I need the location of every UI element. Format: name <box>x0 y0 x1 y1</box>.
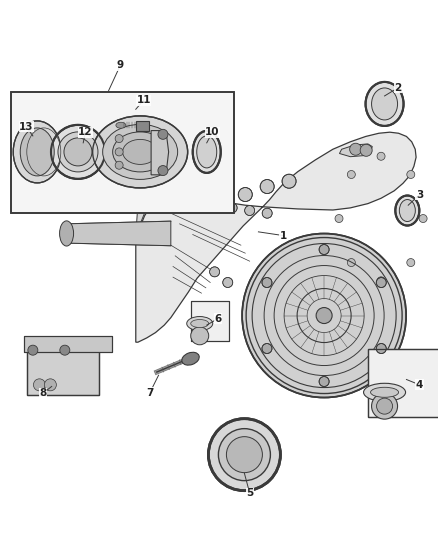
Circle shape <box>407 171 415 179</box>
Circle shape <box>28 345 38 355</box>
Circle shape <box>371 393 398 419</box>
Circle shape <box>316 308 332 324</box>
Ellipse shape <box>102 124 178 180</box>
Circle shape <box>158 166 168 175</box>
Text: 2: 2 <box>394 83 401 93</box>
Circle shape <box>115 161 123 169</box>
Text: 13: 13 <box>19 122 34 132</box>
Circle shape <box>44 379 57 391</box>
Circle shape <box>419 214 427 223</box>
Circle shape <box>64 138 92 166</box>
Circle shape <box>377 152 385 160</box>
Text: 11: 11 <box>136 95 151 105</box>
Bar <box>24 336 112 352</box>
Ellipse shape <box>13 121 61 183</box>
Circle shape <box>407 259 415 266</box>
Circle shape <box>226 437 262 473</box>
Circle shape <box>377 277 385 285</box>
Circle shape <box>242 233 406 398</box>
Circle shape <box>238 188 252 201</box>
Ellipse shape <box>187 317 213 330</box>
Circle shape <box>191 327 209 345</box>
Ellipse shape <box>20 128 54 176</box>
Text: 1: 1 <box>280 231 287 240</box>
Bar <box>191 301 229 341</box>
Ellipse shape <box>113 132 168 172</box>
Ellipse shape <box>366 82 403 126</box>
Polygon shape <box>66 221 171 246</box>
Circle shape <box>210 267 219 277</box>
Bar <box>27 350 99 395</box>
Circle shape <box>377 398 392 414</box>
Circle shape <box>60 345 70 355</box>
Bar <box>11 92 234 213</box>
Ellipse shape <box>371 88 398 120</box>
Circle shape <box>227 203 237 213</box>
Ellipse shape <box>396 196 419 225</box>
Text: 5: 5 <box>246 488 253 498</box>
Circle shape <box>115 134 123 143</box>
Text: 12: 12 <box>78 127 93 137</box>
Ellipse shape <box>182 352 199 365</box>
Bar <box>27 350 99 395</box>
Ellipse shape <box>191 319 209 328</box>
Ellipse shape <box>371 387 399 397</box>
Ellipse shape <box>197 136 217 168</box>
Polygon shape <box>339 144 372 157</box>
Circle shape <box>319 245 329 255</box>
Polygon shape <box>136 169 215 235</box>
Text: 7: 7 <box>146 388 153 398</box>
Circle shape <box>51 125 105 179</box>
Ellipse shape <box>116 122 126 128</box>
Text: 4: 4 <box>416 380 423 390</box>
Text: 8: 8 <box>39 389 46 398</box>
Ellipse shape <box>60 221 74 246</box>
Polygon shape <box>136 132 416 342</box>
Bar <box>368 349 438 417</box>
Circle shape <box>262 344 272 353</box>
Text: 10: 10 <box>205 127 220 137</box>
Circle shape <box>262 278 272 287</box>
Ellipse shape <box>93 116 187 188</box>
Circle shape <box>260 180 274 193</box>
Circle shape <box>282 174 296 188</box>
Ellipse shape <box>364 383 406 401</box>
Bar <box>368 349 438 417</box>
Ellipse shape <box>193 131 221 173</box>
Bar <box>191 301 229 341</box>
Circle shape <box>223 278 233 287</box>
Circle shape <box>350 143 362 155</box>
Circle shape <box>33 379 46 391</box>
Ellipse shape <box>123 140 158 164</box>
Circle shape <box>219 429 270 481</box>
Circle shape <box>335 214 343 223</box>
Circle shape <box>376 344 386 353</box>
Bar <box>24 336 112 352</box>
Text: 3: 3 <box>416 190 423 199</box>
Circle shape <box>360 144 372 156</box>
Text: 6: 6 <box>214 314 221 324</box>
Circle shape <box>245 206 254 215</box>
Ellipse shape <box>399 199 415 222</box>
Circle shape <box>262 208 272 218</box>
Circle shape <box>210 200 219 210</box>
Circle shape <box>58 132 98 172</box>
Circle shape <box>208 418 280 491</box>
Circle shape <box>319 376 329 386</box>
Text: 9: 9 <box>117 60 124 70</box>
Circle shape <box>158 130 168 139</box>
Circle shape <box>376 278 386 287</box>
Polygon shape <box>151 131 169 175</box>
Bar <box>136 120 149 131</box>
Circle shape <box>115 148 123 156</box>
Circle shape <box>347 259 355 266</box>
Circle shape <box>347 171 355 179</box>
Bar <box>11 92 234 213</box>
